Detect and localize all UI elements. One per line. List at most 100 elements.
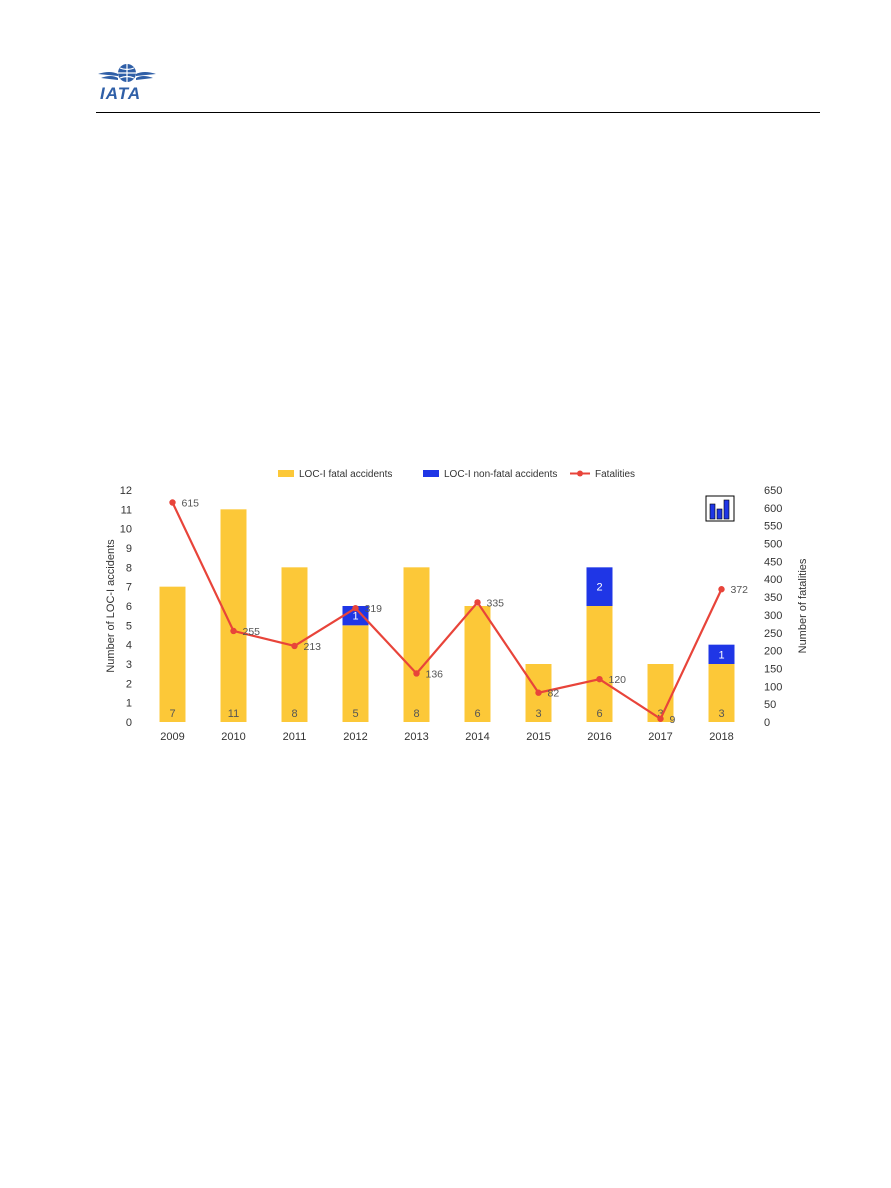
fatality-label-2009: 615 — [182, 497, 200, 509]
right-tick-label: 450 — [764, 556, 782, 568]
fatality-label-2013: 136 — [426, 668, 444, 680]
bar-fatal-label-2013: 8 — [413, 708, 419, 720]
left-axis-title: Number of LOC-I accidents — [105, 539, 117, 673]
bar-nonfatal-2012 — [342, 606, 369, 626]
legend-swatch-0 — [278, 470, 294, 477]
bar-fatal-2014 — [464, 606, 491, 722]
right-axis: 0 50 100 150 200 250 300 350 400 450 500 550 600 650 N… — [764, 485, 809, 729]
left-tick-label: 10 — [120, 524, 132, 536]
fatality-point-2016 — [596, 675, 603, 683]
right-tick-label: 50 — [764, 699, 776, 711]
bar-fatal-2012 — [342, 625, 369, 722]
fatality-label-2014: 335 — [487, 597, 505, 609]
chart-legend: LOC-I fatal accidents LOC-I non-fatal acc… — [278, 469, 635, 480]
left-tick-label: 11 — [121, 504, 132, 516]
left-tick-label: 7 — [126, 582, 132, 594]
left-tick-label: 9 — [126, 543, 132, 555]
x-axis: 2009 2010 2011 2012 2013 2014 2015 2016 2017 2018 — [160, 731, 733, 743]
fatality-point-2018 — [718, 586, 725, 593]
bar-fatal-label-2018: 3 — [718, 708, 724, 720]
fatality-label-2016: 120 — [609, 674, 627, 686]
legend-label-2: Fatalities — [595, 469, 635, 480]
bar-fatal-label-2016: 6 — [596, 708, 602, 720]
fatality-point-2009 — [169, 499, 176, 506]
left-tick-label: 4 — [126, 640, 132, 652]
iata-logo-icon — [98, 64, 156, 82]
right-tick-label: 350 — [764, 592, 782, 604]
bar-fatal-label-2015: 3 — [535, 708, 541, 720]
bar-nonfatal-2016 — [586, 567, 613, 606]
bar-chart-icon — [705, 495, 735, 522]
fatality-label-2011: 213 — [304, 641, 322, 653]
right-axis-title: Number of fatalities — [797, 558, 809, 653]
legend-label-1: LOC-I non-fatal accidents — [444, 469, 557, 480]
bar-nonfatal-2018 — [708, 644, 735, 664]
fatality-point-2014 — [474, 599, 481, 606]
right-tick-label: 650 — [764, 485, 782, 497]
right-tick-label: 0 — [764, 717, 770, 729]
left-tick-label: 8 — [126, 562, 132, 574]
x-tick-label: 2017 — [648, 731, 672, 743]
x-tick-label: 2013 — [404, 731, 428, 743]
bar-fatal-2016 — [586, 606, 613, 722]
right-tick-label: 150 — [764, 663, 782, 675]
bar-fatal-label-2011: 8 — [291, 708, 297, 720]
fatality-label-2017: 9 — [670, 714, 676, 726]
right-tick-label: 100 — [764, 681, 782, 693]
right-tick-label: 200 — [764, 646, 782, 658]
bar-nonfatal-label-2012: 1 — [352, 611, 358, 623]
right-tick-label: 400 — [764, 574, 782, 586]
right-tick-label: 600 — [764, 503, 782, 515]
left-tick-label: 3 — [126, 659, 132, 671]
header-rule — [96, 112, 820, 113]
bar-fatal-label-2014: 6 — [474, 708, 480, 720]
x-tick-label: 2015 — [526, 731, 550, 743]
fatalities-polyline — [171, 502, 723, 721]
bar-fatal-2013 — [403, 567, 430, 722]
fatality-point-2012 — [352, 604, 359, 612]
left-tick-label: 0 — [126, 717, 132, 729]
legend-label-0: LOC-I fatal accidents — [299, 469, 392, 480]
bar-fatal-label-2010: 11 — [228, 708, 239, 720]
fatality-label-2015: 82 — [548, 688, 560, 700]
x-tick-label: 2011 — [283, 731, 307, 743]
logo-text: IATA — [100, 84, 142, 103]
bar-fatal-label-2009: 7 — [169, 708, 175, 720]
x-tick-label: 2014 — [465, 731, 489, 743]
fatality-label-2010: 255 — [243, 626, 261, 638]
legend-swatch-1 — [423, 470, 439, 477]
left-tick-label: 2 — [126, 678, 132, 690]
left-tick-label: 6 — [126, 601, 132, 613]
x-tick-label: 2009 — [160, 731, 184, 743]
bars: 7 11 8 5 1 8 6 3 6 2 3 3 1 — [159, 509, 735, 722]
right-tick-label: 300 — [764, 610, 782, 622]
bar-nonfatal-label-2018: 1 — [718, 649, 724, 661]
right-tick-label: 500 — [764, 539, 782, 551]
bar-fatal-label-2012: 5 — [352, 708, 358, 720]
left-tick-label: 5 — [126, 620, 132, 632]
fatality-point-2017 — [657, 715, 664, 722]
fatality-point-2015 — [535, 689, 542, 696]
right-tick-label: 550 — [764, 521, 782, 533]
bar-nonfatal-label-2016: 2 — [596, 582, 602, 594]
bar-fatal-label-2017: 3 — [657, 708, 663, 720]
bar-fatal-2010 — [220, 509, 247, 722]
fatality-label-2012: 319 — [365, 603, 383, 615]
fatality-label-2018: 372 — [731, 584, 749, 596]
bar-fatal-2018 — [708, 664, 735, 722]
x-tick-label: 2012 — [343, 731, 367, 743]
x-tick-label: 2018 — [709, 731, 733, 743]
x-tick-label: 2016 — [587, 731, 611, 743]
fatality-point-2010 — [230, 627, 237, 635]
fatality-point-2013 — [413, 670, 420, 677]
bar-fatal-2009 — [159, 586, 186, 722]
right-tick-label: 250 — [764, 628, 782, 640]
legend-marker-2 — [577, 470, 583, 477]
loc-i-accidents-chart: LOC-I fatal accidents LOC-I non-fatal acc… — [105, 469, 809, 743]
x-tick-label: 2010 — [221, 731, 245, 743]
left-tick-label: 12 — [120, 485, 132, 497]
fatality-point-2011 — [291, 642, 298, 650]
left-tick-label: 1 — [126, 698, 132, 710]
